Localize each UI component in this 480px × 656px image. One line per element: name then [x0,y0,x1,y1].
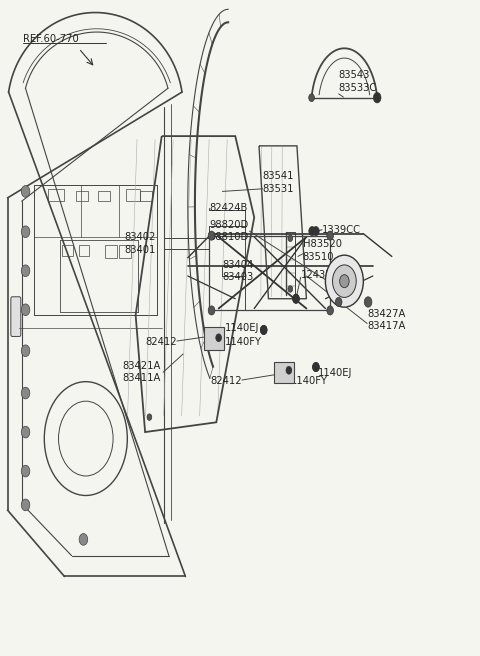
Text: 1339CC: 1339CC [322,225,361,235]
Text: 82424B: 82424B [209,203,248,213]
Bar [119,245,131,258]
Text: 82412: 82412 [145,337,177,347]
Text: 1140FY: 1140FY [291,377,328,386]
Circle shape [147,414,152,420]
Circle shape [293,294,300,303]
Text: 83427A
83417A: 83427A 83417A [367,309,406,331]
Bar [76,192,88,201]
Circle shape [21,345,30,357]
Bar [209,236,330,310]
FancyBboxPatch shape [274,363,294,383]
Circle shape [288,286,293,292]
Text: 83543
83533C: 83543 83533C [339,70,377,92]
Circle shape [208,306,215,315]
FancyBboxPatch shape [204,327,224,350]
Text: 83421A
83411A: 83421A 83411A [122,361,161,383]
Bar [126,190,140,201]
Circle shape [21,265,30,277]
Circle shape [327,231,334,240]
Text: 1243BA: 1243BA [301,270,340,280]
Circle shape [364,297,372,307]
Circle shape [21,465,30,477]
Circle shape [309,94,314,102]
Circle shape [21,226,30,237]
Circle shape [216,334,221,342]
Circle shape [312,226,319,236]
Circle shape [21,426,30,438]
Text: 98820D
98810D: 98820D 98810D [209,220,249,242]
Circle shape [309,226,315,236]
Circle shape [336,297,342,306]
Text: 83541
83531: 83541 83531 [263,171,294,194]
Circle shape [21,186,30,197]
Bar [105,245,117,258]
Bar [79,245,89,256]
Text: 1140EJ: 1140EJ [318,368,352,378]
Bar [62,245,72,256]
Circle shape [333,265,356,297]
Text: 82412: 82412 [210,377,242,386]
Circle shape [208,231,215,240]
Circle shape [261,325,267,335]
Text: H83520
83510: H83520 83510 [302,239,342,262]
Circle shape [373,92,381,103]
Circle shape [286,367,292,374]
Circle shape [21,499,30,511]
Bar [140,192,152,201]
Text: 83404
83403: 83404 83403 [222,260,254,282]
Circle shape [21,304,30,316]
Circle shape [312,363,319,371]
Text: 1140FY: 1140FY [225,337,262,347]
Circle shape [340,275,349,288]
Text: REF.60-770: REF.60-770 [23,34,79,44]
Circle shape [79,533,88,545]
FancyBboxPatch shape [11,297,21,337]
Circle shape [293,294,300,303]
Circle shape [325,255,363,307]
Circle shape [327,306,334,315]
Circle shape [288,235,293,241]
Bar [48,190,64,201]
Text: 83402
83401: 83402 83401 [125,232,156,255]
Circle shape [261,325,267,335]
Circle shape [21,387,30,399]
Circle shape [312,363,319,371]
Text: 1140EJ: 1140EJ [225,323,259,333]
Bar [97,192,109,201]
